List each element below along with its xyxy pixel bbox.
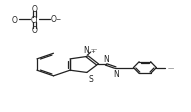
Text: +: + bbox=[90, 49, 95, 54]
Text: N: N bbox=[104, 54, 109, 63]
Text: N: N bbox=[83, 46, 89, 55]
Text: —: — bbox=[91, 47, 97, 52]
Text: O: O bbox=[32, 26, 37, 35]
Text: Cl: Cl bbox=[31, 16, 38, 25]
Text: −: − bbox=[55, 16, 61, 21]
Text: O: O bbox=[32, 5, 37, 14]
Text: S: S bbox=[89, 74, 93, 83]
Text: —: — bbox=[168, 65, 174, 70]
Text: O: O bbox=[51, 15, 57, 24]
Text: N: N bbox=[113, 70, 119, 79]
Text: O: O bbox=[11, 16, 17, 25]
